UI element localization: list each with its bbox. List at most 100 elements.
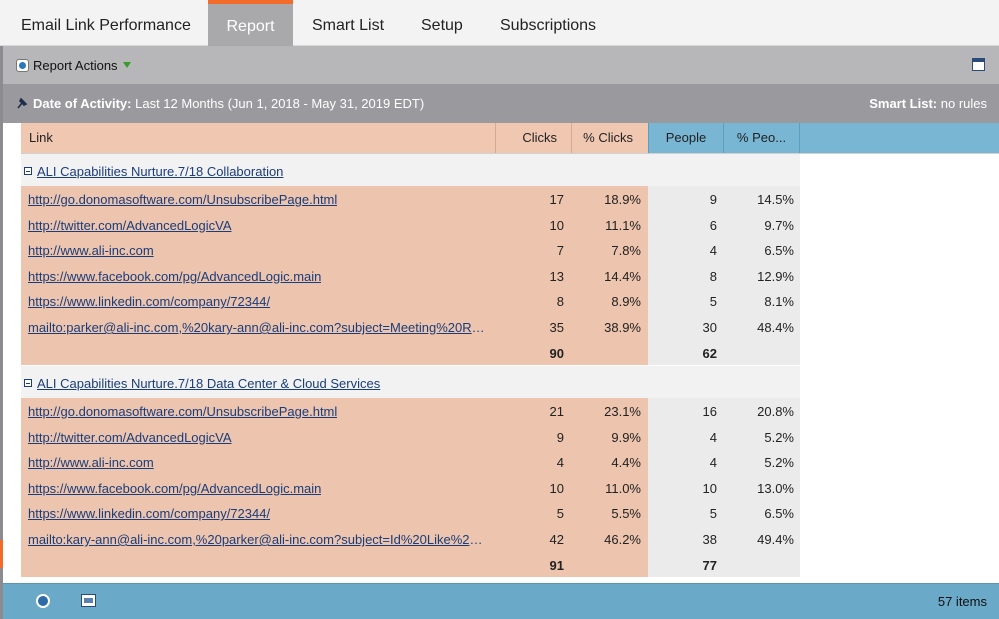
cell-people: 10 bbox=[702, 480, 717, 496]
cell-pct-clicks: 11.1% bbox=[605, 217, 641, 233]
cell-pct-people: 6.5% bbox=[764, 506, 794, 522]
tab-smart-list[interactable]: Smart List bbox=[312, 17, 385, 34]
report-actions-label: Report Actions bbox=[33, 57, 118, 73]
cell-pct-clicks: 14.4% bbox=[604, 268, 641, 284]
group-title-link[interactable]: ALI Capabilities Nurture.7/18 Collaborat… bbox=[37, 164, 284, 179]
cell-pct-people: 6.5% bbox=[764, 243, 794, 259]
cell-pct-clicks: 23.1% bbox=[604, 404, 641, 419]
refresh-icon[interactable] bbox=[36, 594, 50, 608]
dropdown-arrow-icon bbox=[122, 62, 131, 68]
link-cell: http://twitter.com/AdvancedLogicVA bbox=[21, 211, 648, 238]
link-cell: mailto:parker@ali-inc.com,%20kary-ann@al… bbox=[21, 314, 648, 340]
total-people: 62 bbox=[702, 345, 717, 361]
collapse-icon[interactable] bbox=[24, 167, 32, 175]
tab-report[interactable]: Report bbox=[208, 0, 293, 46]
link-url[interactable]: https://www.facebook.com/pg/AdvancedLogi… bbox=[28, 480, 322, 496]
cell-pct-clicks: 46.2% bbox=[604, 532, 641, 547]
cell-clicks: 17 bbox=[549, 192, 564, 207]
cell-clicks: 42 bbox=[549, 532, 564, 547]
link-cell: https://www.linkedin.com/company/72344/ bbox=[21, 500, 648, 526]
people-cell-bg bbox=[648, 262, 800, 289]
cell-pct-people: 8.1% bbox=[764, 294, 794, 310]
link-cell bbox=[21, 551, 648, 578]
cell-clicks: 10 bbox=[549, 217, 564, 233]
smart-list-filter[interactable]: Smart List: no rules bbox=[869, 96, 987, 111]
report-actions-button[interactable]: Report Actions bbox=[16, 56, 131, 74]
table-row: mailto:kary-ann@ali-inc.com,%20parker@al… bbox=[21, 526, 800, 552]
cell-pct-people: 9.7% bbox=[764, 217, 794, 233]
left-edge-strip bbox=[0, 46, 3, 619]
cell-pct-people: 48.4% bbox=[757, 320, 794, 335]
cell-pct-clicks: 9.9% bbox=[611, 429, 641, 445]
table-row: http://go.donomasoftware.com/Unsubscribe… bbox=[21, 398, 800, 424]
column-header-link[interactable]: Link bbox=[21, 123, 496, 153]
group-header: ALI Capabilities Nurture.7/18 Collaborat… bbox=[21, 154, 800, 186]
report-footer: 57 items bbox=[3, 583, 999, 619]
cell-pct-clicks: 11.0% bbox=[605, 480, 641, 496]
people-cell-bg bbox=[648, 339, 800, 366]
link-url[interactable]: https://www.linkedin.com/company/72344/ bbox=[28, 506, 271, 522]
link-cell bbox=[21, 339, 648, 366]
link-url[interactable]: https://www.linkedin.com/company/72344/ bbox=[28, 294, 271, 310]
link-url[interactable]: https://www.facebook.com/pg/AdvancedLogi… bbox=[28, 268, 322, 284]
cell-pct-people: 20.8% bbox=[757, 404, 794, 419]
collapse-icon[interactable] bbox=[24, 379, 32, 387]
link-url[interactable]: http://www.ali-inc.com bbox=[28, 455, 154, 471]
table-row: https://www.facebook.com/pg/AdvancedLogi… bbox=[21, 474, 800, 501]
link-url[interactable]: http://go.donomasoftware.com/Unsubscribe… bbox=[28, 192, 338, 207]
export-icon[interactable] bbox=[81, 594, 96, 607]
tab-setup[interactable]: Setup bbox=[421, 17, 463, 34]
tab-email-link-performance[interactable]: Email Link Performance bbox=[21, 17, 191, 34]
table-row: https://www.linkedin.com/company/72344/8… bbox=[21, 288, 800, 314]
cell-clicks: 7 bbox=[556, 243, 564, 259]
total-clicks: 91 bbox=[549, 557, 564, 573]
link-cell: http://twitter.com/AdvancedLogicVA bbox=[21, 423, 648, 450]
link-url[interactable]: http://www.ali-inc.com bbox=[28, 243, 154, 259]
group-title-link[interactable]: ALI Capabilities Nurture.7/18 Data Cente… bbox=[37, 376, 381, 391]
cell-people: 8 bbox=[709, 268, 717, 284]
people-cell-bg bbox=[648, 398, 800, 424]
filter-pin-icon[interactable] bbox=[16, 97, 28, 109]
link-url[interactable]: mailto:parker@ali-inc.com,%20kary-ann@al… bbox=[28, 320, 488, 335]
column-header-pct-clicks[interactable]: % Clicks bbox=[572, 123, 648, 153]
link-url[interactable]: http://twitter.com/AdvancedLogicVA bbox=[28, 429, 232, 445]
link-cell: http://go.donomasoftware.com/Unsubscribe… bbox=[21, 186, 648, 212]
people-cell-bg bbox=[648, 423, 800, 450]
table-row: http://www.ali-inc.com 7 7.8% 4 6.5% bbox=[21, 237, 800, 263]
cell-clicks: 4 bbox=[556, 455, 564, 471]
link-cell: http://www.ali-inc.com bbox=[21, 237, 648, 263]
cell-people: 4 bbox=[709, 429, 717, 445]
cell-clicks: 13 bbox=[549, 268, 564, 284]
cell-pct-people: 5.2% bbox=[764, 429, 794, 445]
people-cell-bg bbox=[648, 526, 800, 552]
link-cell: http://www.ali-inc.com bbox=[21, 449, 648, 475]
link-url[interactable]: http://twitter.com/AdvancedLogicVA bbox=[28, 217, 232, 233]
cell-people: 4 bbox=[709, 455, 717, 471]
cell-pct-people: 13.0% bbox=[757, 480, 794, 496]
link-url[interactable]: http://go.donomasoftware.com/Unsubscribe… bbox=[28, 404, 338, 419]
cell-people: 5 bbox=[709, 506, 717, 522]
table-row: http://twitter.com/AdvancedLogicVA 9 9.9% 4… bbox=[21, 423, 800, 450]
filter-bar: Date of Activity: Last 12 Months (Jun 1,… bbox=[3, 84, 999, 123]
link-cell: http://go.donomasoftware.com/Unsubscribe… bbox=[21, 398, 648, 424]
group-total-row: 91 77 bbox=[21, 551, 800, 578]
table-row: http://twitter.com/AdvancedLogicVA 10 11.1… bbox=[21, 211, 800, 238]
cell-pct-clicks: 4.4% bbox=[611, 455, 641, 471]
date-of-activity-filter[interactable]: Date of Activity: Last 12 Months (Jun 1,… bbox=[33, 96, 424, 111]
group-total-row: 90 62 bbox=[21, 339, 800, 366]
cell-people: 38 bbox=[702, 532, 717, 547]
group-header: ALI Capabilities Nurture.7/18 Data Cente… bbox=[21, 366, 800, 398]
left-edge-marker bbox=[0, 540, 3, 568]
cell-pct-clicks: 8.9% bbox=[611, 294, 641, 310]
column-header-pct-people[interactable]: % Peo... bbox=[724, 123, 800, 153]
tab-subscriptions[interactable]: Subscriptions bbox=[500, 17, 597, 34]
people-cell-bg bbox=[648, 237, 800, 263]
table-row: https://www.linkedin.com/company/72344/5… bbox=[21, 500, 800, 526]
column-header-people[interactable]: People bbox=[648, 123, 724, 153]
table-row: https://www.facebook.com/pg/AdvancedLogi… bbox=[21, 262, 800, 289]
link-url[interactable]: mailto:kary-ann@ali-inc.com,%20parker@al… bbox=[28, 532, 488, 547]
cell-pct-clicks: 38.9% bbox=[604, 320, 641, 335]
cell-clicks: 35 bbox=[549, 320, 564, 335]
column-header-clicks[interactable]: Clicks bbox=[496, 123, 572, 153]
window-toggle-icon[interactable] bbox=[972, 58, 985, 71]
